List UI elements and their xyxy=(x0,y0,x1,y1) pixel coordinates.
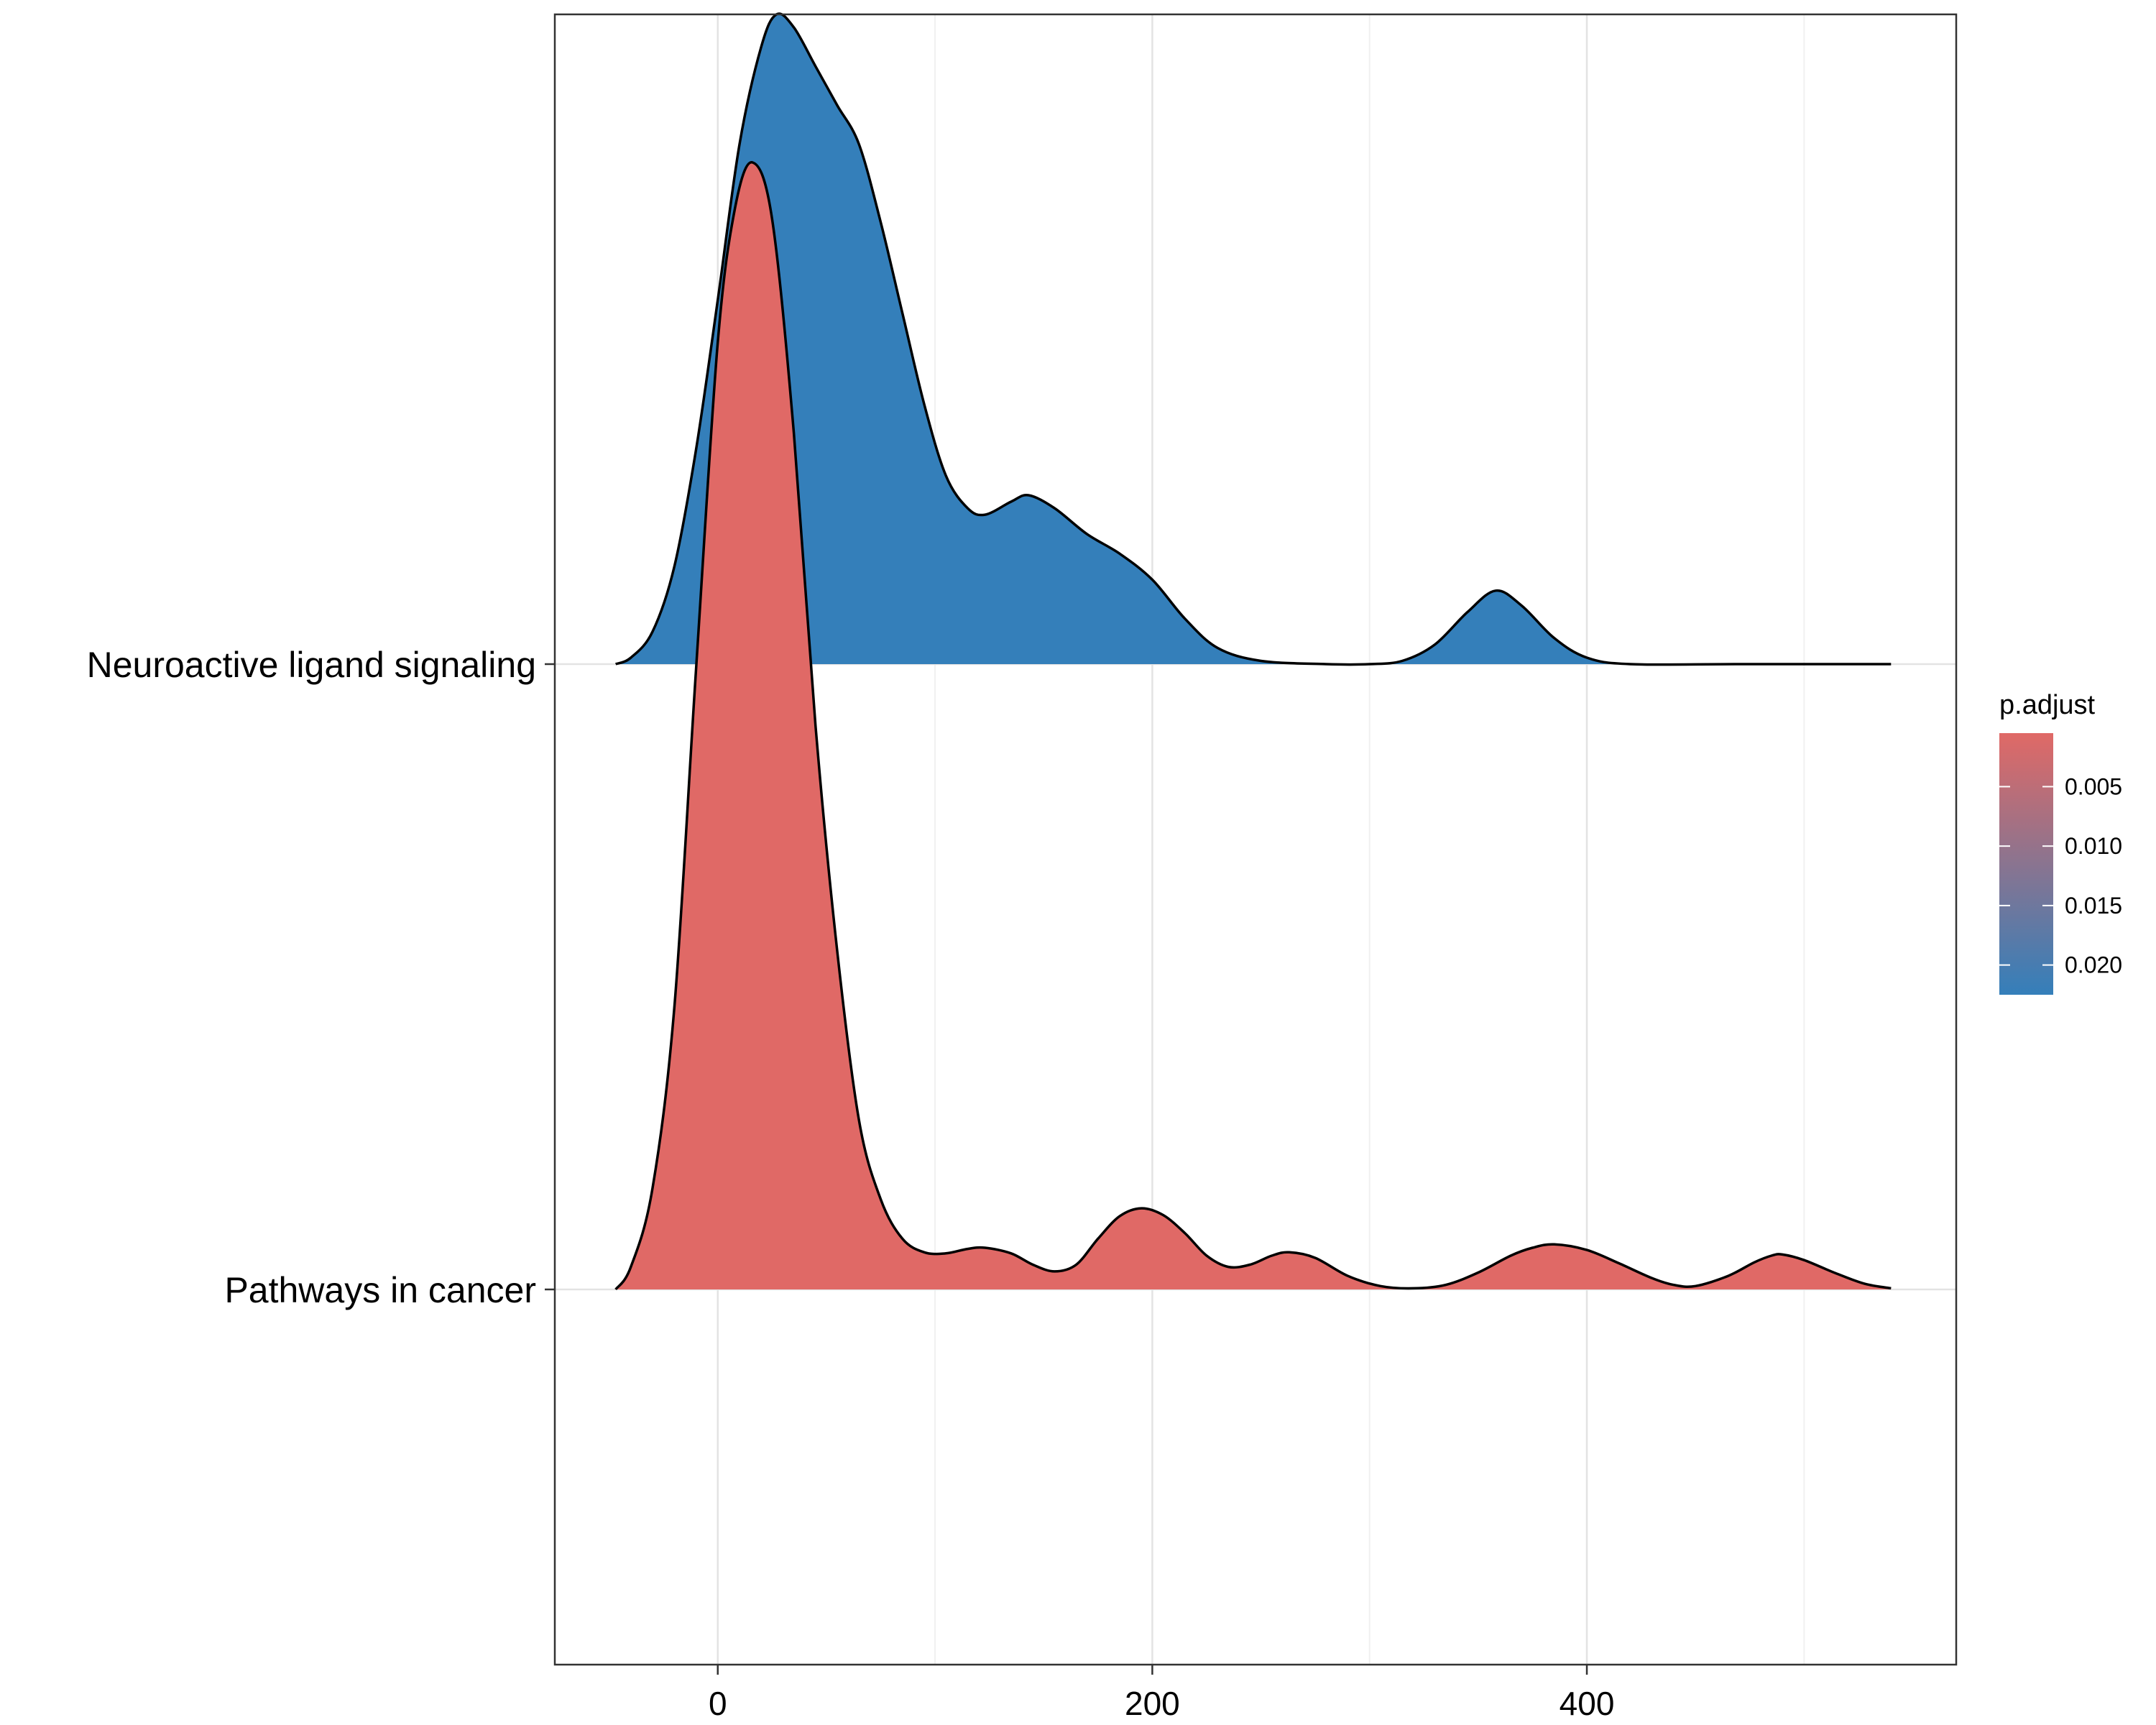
legend: p.adjust 0.005 0.010 0.015 0.020 xyxy=(1999,690,2122,995)
legend-tick-label: 0.020 xyxy=(2065,952,2122,978)
legend-ticks: 0.005 0.010 0.015 0.020 xyxy=(1999,773,2122,978)
ridge-outline-2 xyxy=(614,161,1892,1291)
legend-colorbar xyxy=(1999,733,2053,995)
x-tick-label: 400 xyxy=(1560,1685,1615,1722)
legend-tick-label: 0.015 xyxy=(2065,893,2122,919)
ridges xyxy=(614,12,1892,1291)
y-axis: Neuroactive ligand signaling Pathways in … xyxy=(87,645,555,1310)
ridge-fill-1 xyxy=(615,13,1892,665)
y-tick-label: Pathways in cancer xyxy=(224,1270,536,1310)
y-tick-label: Neuroactive ligand signaling xyxy=(87,645,536,685)
legend-title: p.adjust xyxy=(1999,690,2096,720)
legend-tick-label: 0.005 xyxy=(2065,773,2122,799)
ridge-fill-2 xyxy=(615,162,1892,1289)
ridge-outline-1 xyxy=(615,12,1892,666)
x-tick-label: 200 xyxy=(1125,1685,1180,1722)
legend-tick-label: 0.010 xyxy=(2065,833,2122,859)
panel-border xyxy=(553,13,1958,1666)
x-axis: 0 200 400 xyxy=(709,1665,1614,1722)
x-tick-label: 0 xyxy=(709,1685,727,1722)
